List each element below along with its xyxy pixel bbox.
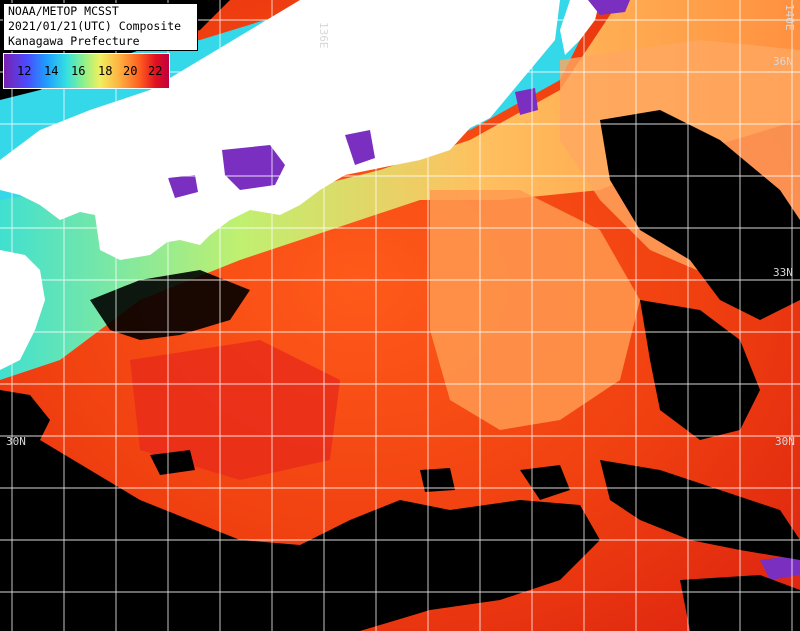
title-box: NOAA/METOP MCSST 2021/01/21(UTC) Composi… (3, 3, 198, 51)
colorbar-tick-14: 14 (44, 64, 59, 78)
temperature-colorbar: 12 14 16 18 20 22 (3, 53, 170, 89)
lat-label-36n: 36N (773, 55, 793, 68)
land-north (560, 0, 600, 55)
warm-core (130, 340, 340, 480)
colorbar-gradient (4, 54, 169, 88)
lon-label-136e: 136E (317, 22, 330, 49)
lon-label-140e: 140E (783, 4, 796, 31)
title-line-date: 2021/01/21(UTC) Composite (8, 19, 182, 33)
lat-label-33n: 33N (773, 266, 793, 279)
title-line-source: NOAA/METOP MCSST (8, 4, 119, 18)
colorbar-tick-16: 16 (71, 64, 86, 78)
lat-label-30n-east: 30N (775, 435, 795, 448)
light-orange-eddy (430, 190, 640, 430)
colorbar-tick-22: 22 (148, 64, 163, 78)
colorbar-tick-20: 20 (123, 64, 138, 78)
colorbar-tick-18: 18 (98, 64, 113, 78)
lat-label-30n-west: 30N (6, 435, 26, 448)
land-honshu (0, 0, 560, 245)
title-line-agency: Kanagawa Prefecture (8, 34, 140, 48)
land-shikoku (95, 215, 170, 260)
colorbar-tick-12: 12 (17, 64, 32, 78)
